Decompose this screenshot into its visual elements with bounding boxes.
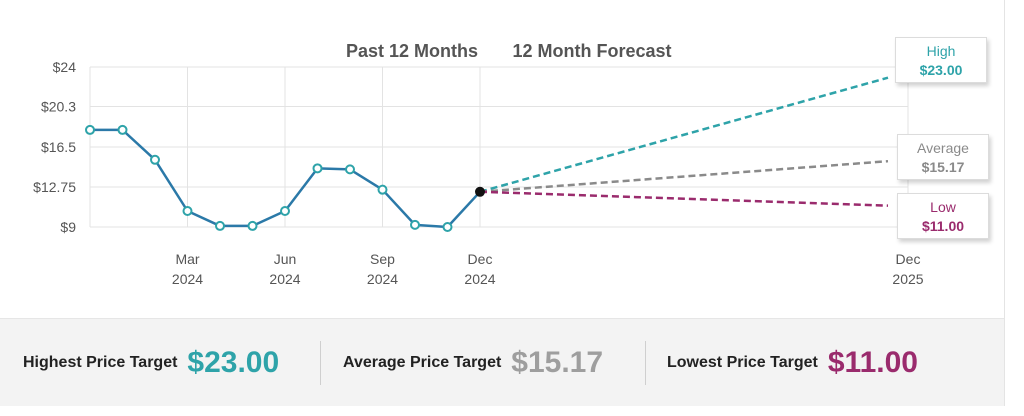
history-point [117, 124, 128, 135]
x-tick-year: 2024 [464, 271, 495, 287]
x-tick-year: 2024 [367, 271, 398, 287]
price-target-summary: Highest Price Target $23.00 Average Pric… [0, 318, 1004, 406]
y-tick-label: $24 [53, 59, 77, 75]
average-price-target: Average Price Target $15.17 [343, 319, 603, 406]
callout-high-label: High [926, 43, 956, 59]
summary-divider [645, 341, 646, 385]
callout-high: High $23.00 [895, 37, 987, 83]
average-price-target-label: Average Price Target [343, 353, 502, 371]
y-tick-label: $20.3 [41, 98, 76, 114]
x-tick-month: Jun [274, 251, 297, 267]
callout-high-value: $23.00 [919, 62, 963, 78]
callout-average: Average $15.17 [897, 134, 989, 180]
forecast-line-average [479, 159, 889, 194]
callout-average-label: Average [917, 140, 969, 156]
history-point [85, 124, 95, 135]
lowest-price-target-value: $11.00 [827, 345, 918, 379]
summary-divider [320, 341, 321, 385]
history-point [442, 222, 453, 232]
price-target-chart: $24 $20.3 $16.5 $12.75 $9 Mar 2024 Jun 2024 Sep 20… [33, 37, 989, 287]
history-point [345, 164, 355, 175]
current-price-point [475, 186, 485, 197]
y-tick-label: $16.5 [41, 139, 76, 155]
x-tick-year: 2024 [172, 271, 203, 287]
callout-average-value: $15.17 [921, 159, 965, 175]
x-tick-month: Dec [468, 251, 493, 267]
average-price-target-value: $15.17 [511, 345, 604, 379]
x-tick-year: 2024 [269, 271, 300, 287]
history-point [150, 154, 160, 165]
history-point [247, 220, 258, 231]
y-tick-label: $9 [60, 219, 76, 235]
history-point [280, 206, 290, 216]
highest-price-target: Highest Price Target $23.00 [23, 319, 279, 406]
callout-low-value: $11.00 [921, 218, 965, 234]
callout-low-label: Low [930, 199, 956, 215]
highest-price-target-value: $23.00 [187, 345, 280, 379]
history-point [410, 219, 420, 230]
history-point [312, 163, 323, 174]
callout-low: Low $11.00 [897, 193, 989, 239]
forecast-line-high [479, 76, 889, 194]
lowest-price-target: Lowest Price Target $11.00 [667, 319, 918, 406]
x-tick-month: Sep [370, 251, 395, 267]
history-point [215, 220, 225, 231]
x-tick-month: Dec [896, 251, 921, 267]
lowest-price-target-label: Lowest Price Target [667, 353, 818, 371]
price-target-card: $24 $20.3 $16.5 $12.75 $9 Mar 2024 Jun 2024 Sep 20… [0, 0, 1005, 406]
chart-svg: $24 $20.3 $16.5 $12.75 $9 Mar 2024 Jun 2024 Sep 20… [33, 41, 924, 287]
chart-title-forecast: 12 Month Forecast [512, 41, 671, 61]
history-point [377, 184, 388, 195]
x-tick-month: Mar [175, 251, 199, 267]
x-tick-year: 2025 [892, 271, 923, 287]
y-tick-label: $12.75 [33, 179, 76, 195]
forecast-line-low [479, 190, 889, 207]
highest-price-target-label: Highest Price Target [23, 353, 178, 371]
chart-title-past: Past 12 Months [346, 41, 478, 61]
history-point [182, 206, 193, 216]
